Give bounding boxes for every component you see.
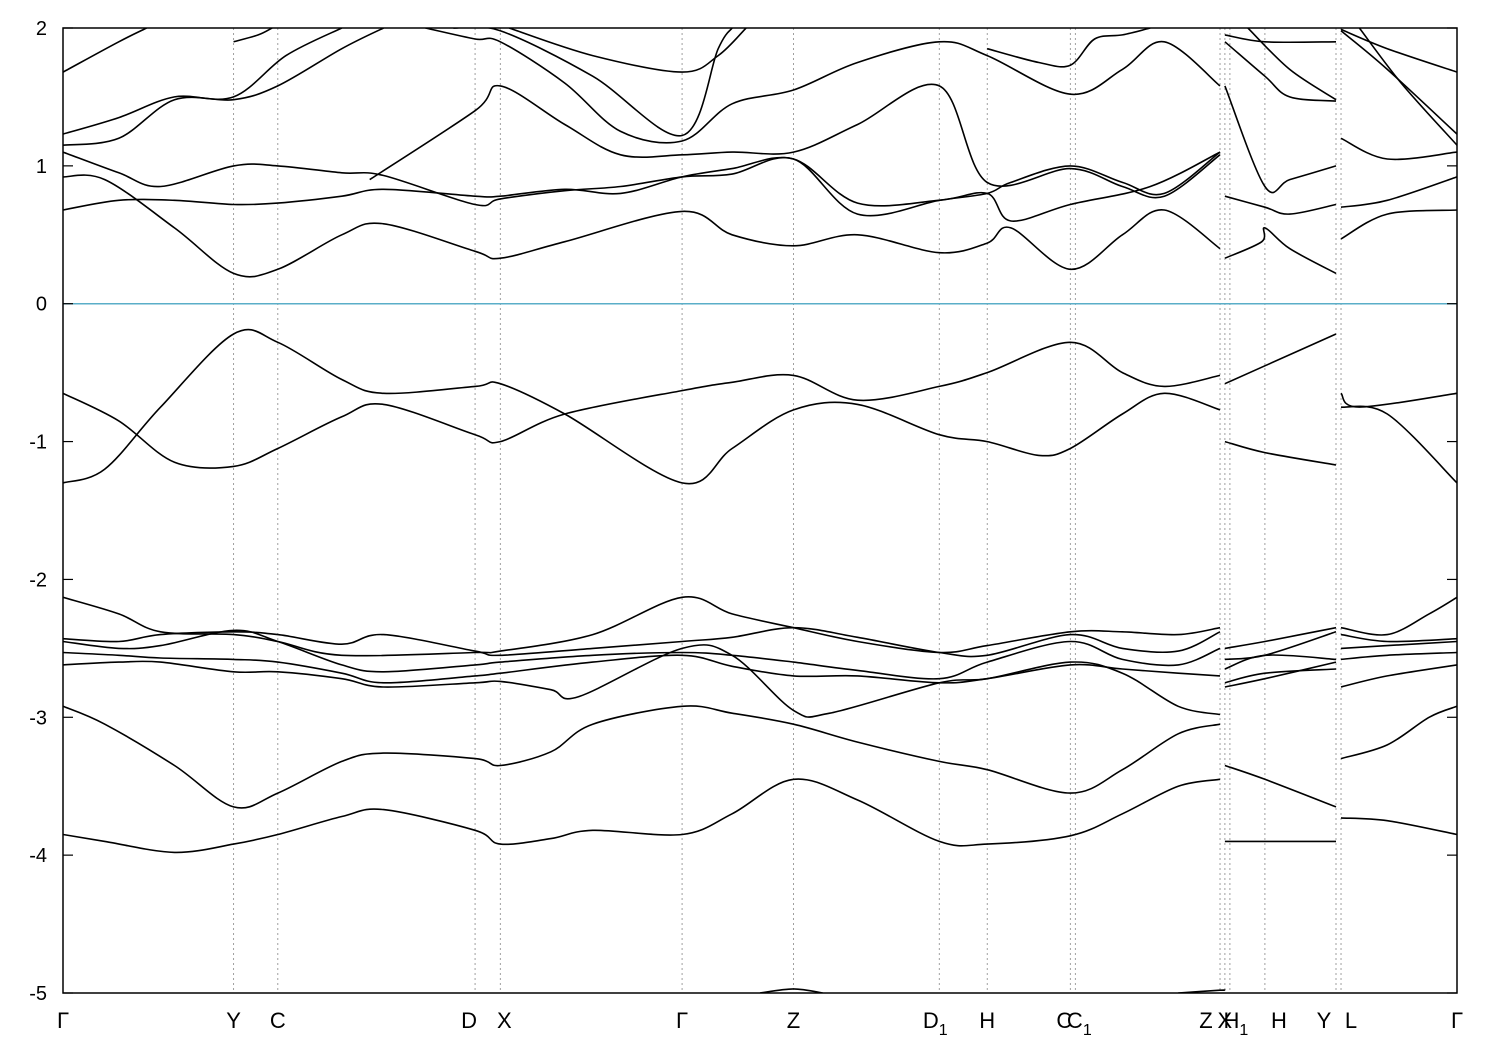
band-line [1340,596,1457,636]
band-line [1224,195,1337,215]
band-line [1340,664,1457,688]
band-line [1340,137,1457,161]
band-line [1340,633,1457,643]
y-tick-label: 0 [36,294,47,316]
kpoint-label: H1 [1224,1008,1249,1039]
band-line [1340,651,1457,661]
band-line [1224,227,1337,275]
kpoint-label: L [1345,1008,1357,1033]
band-line [1247,28,1337,101]
band-line [508,28,747,73]
band-line [63,28,384,146]
band-line [1340,209,1457,240]
band-line [1340,405,1457,484]
band-line [63,28,147,73]
band-line [63,651,1221,684]
kpoint-label: H [979,1008,995,1033]
kpoint-label: D1 [923,1008,948,1039]
y-tick-label: -3 [29,707,47,729]
band-line [1340,30,1457,135]
y-tick-label: 1 [36,156,47,178]
band-line [1224,440,1337,466]
band-line [1340,705,1457,760]
kpoint-label: Γ [1451,1008,1463,1033]
band-line [63,705,1221,809]
band-line [63,596,1221,657]
band-line [63,341,1221,469]
band-line [63,28,343,135]
kpoint-label: X [1218,1008,1233,1033]
band-line [1224,41,1337,102]
band-line [63,174,1221,278]
band-line [63,778,1221,854]
kpoint-label: X [497,1008,512,1033]
band-line [759,988,823,993]
band-line [63,151,1221,222]
band-lines [63,28,1457,993]
kpoint-label: Γ [57,1008,69,1033]
kpoint-label: C1 [1067,1008,1092,1039]
kpoint-label: C [1056,1008,1072,1033]
band-line [453,28,733,137]
band-line [1224,764,1337,808]
kpoint-label: C [270,1008,286,1033]
kpoint-label: Y [226,1008,241,1033]
kpoint-label: D [461,1008,477,1033]
band-line [63,644,1221,718]
band-line [425,28,1221,144]
x-axis-kpoint-labels: Γ Y C D X Γ Z D1 H CC1 Z XH1 H Y L Γ [57,1008,1463,1039]
plot-frame [62,27,1458,994]
kpoint-label: Y [1317,1008,1332,1033]
y-axis-ticks: 2 1 0 -1 -2 -3 -4 -5 [29,18,1457,1005]
kpoint-label: H [1271,1008,1287,1033]
kpoint-label: Z [1199,1008,1212,1033]
band-line [63,629,1221,680]
band-line [1224,654,1337,670]
band-line [1340,392,1457,408]
band-line [1340,817,1457,836]
y-tick-label: -1 [29,432,47,454]
y-tick-label: -4 [29,845,47,867]
y-tick-label: -2 [29,569,47,591]
band-line [63,626,1221,658]
band-line [1340,28,1457,73]
band-line [1224,333,1337,385]
band-line [1224,661,1337,688]
band-line [1340,176,1457,208]
band-line [1358,28,1457,146]
kpoint-label: Z [787,1008,800,1033]
kpoint-label: Γ [676,1008,688,1033]
band-line [1340,640,1457,650]
kpoint-grid-lines [233,28,1342,993]
band-line [1224,34,1337,44]
band-line [233,28,273,43]
band-line [63,328,1221,485]
band-line [1224,85,1337,194]
band-line [1224,668,1337,684]
band-line [63,151,1221,217]
band-line [1224,626,1337,650]
y-tick-label: -5 [29,983,47,1005]
band-line [369,83,1221,199]
y-tick-label: 2 [36,18,47,40]
band-line [986,28,1151,68]
